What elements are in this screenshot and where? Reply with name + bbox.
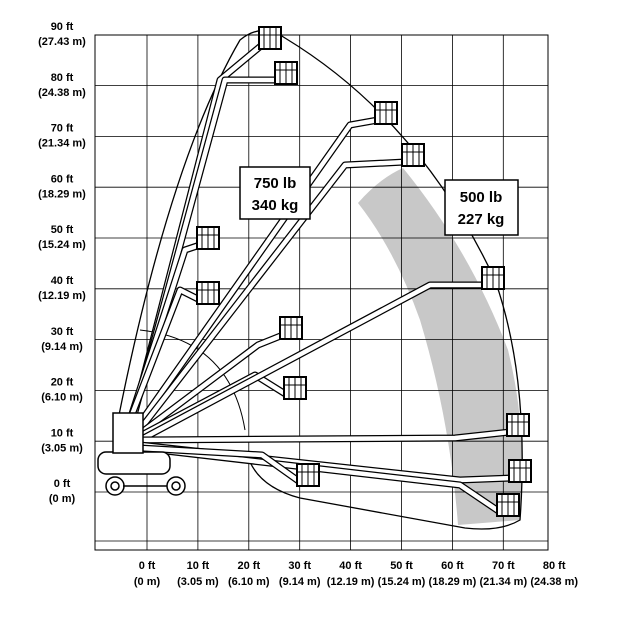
boom-inner (139, 445, 502, 514)
y-label-m: (15.24 m) (38, 239, 86, 251)
x-label-m: (15.24 m) (378, 576, 426, 588)
load-box (444, 179, 519, 236)
y-label-m: (6.10 m) (41, 392, 83, 404)
x-label-m: (12.19 m) (327, 576, 375, 588)
y-label-ft: 0 ft (54, 478, 71, 490)
load-kg: 340 kg (252, 197, 299, 214)
platform-rail (297, 464, 319, 486)
y-label-m: (27.43 m) (38, 36, 86, 48)
load-lb: 500 lb (460, 189, 503, 206)
platform-rail (509, 460, 531, 482)
y-label-ft: 30 ft (51, 326, 74, 338)
platform-rail (197, 282, 219, 304)
platform-rail (402, 144, 424, 166)
load-box (239, 166, 311, 220)
y-label-m: (3.05 m) (41, 442, 83, 454)
x-label-ft: 40 ft (339, 560, 362, 572)
y-label-ft: 10 ft (51, 427, 74, 439)
platform-rail (259, 27, 281, 49)
load-lb: 750 lb (254, 175, 297, 192)
y-label-ft: 70 ft (51, 123, 74, 135)
boom-inner (136, 159, 406, 434)
platform-rail (197, 227, 219, 249)
x-label-m: (3.05 m) (177, 576, 219, 588)
x-label-ft: 0 ft (139, 560, 156, 572)
x-label-ft: 60 ft (441, 560, 464, 572)
x-label-m: (0 m) (134, 576, 161, 588)
platform-rail (284, 377, 306, 399)
platform-rail (497, 494, 519, 516)
x-label-ft: 70 ft (492, 560, 515, 572)
y-label-m: (9.14 m) (41, 341, 83, 353)
y-label-m: (12.19 m) (38, 290, 86, 302)
y-label-m: (18.29 m) (38, 188, 86, 200)
x-label-m: (18.29 m) (429, 576, 477, 588)
platform-rail (275, 62, 297, 84)
x-label-m: (9.14 m) (279, 576, 321, 588)
boom-inner (127, 287, 202, 421)
x-label-ft: 50 ft (390, 560, 413, 572)
y-label-ft: 40 ft (51, 275, 74, 287)
platform-rail (507, 414, 529, 436)
x-label-ft: 10 ft (187, 560, 210, 572)
load-kg: 227 kg (458, 211, 505, 228)
machine (97, 412, 186, 496)
y-label-ft: 60 ft (51, 173, 74, 185)
boom-inner (133, 117, 379, 432)
y-label-m: (21.34 m) (38, 138, 86, 150)
y-label-ft: 80 ft (51, 72, 74, 84)
y-label-ft: 90 ft (51, 21, 74, 33)
y-label-m: (0 m) (49, 493, 76, 505)
platform-rail (482, 267, 504, 289)
x-label-ft: 20 ft (237, 560, 260, 572)
y-label-ft: 20 ft (51, 377, 74, 389)
boom-inner (139, 445, 302, 484)
boom-inner (139, 429, 511, 443)
x-label-ft: 80 ft (543, 560, 566, 572)
y-label-ft: 50 ft (51, 224, 74, 236)
y-label-m: (24.38 m) (38, 87, 86, 99)
x-label-m: (21.34 m) (479, 576, 527, 588)
grid-border (94, 34, 549, 551)
x-label-ft: 30 ft (288, 560, 311, 572)
boom-inner (138, 282, 485, 442)
x-label-m: (24.38 m) (530, 576, 578, 588)
x-label-m: (6.10 m) (228, 576, 270, 588)
platform-rail (375, 102, 397, 124)
booms (126, 26, 532, 517)
platform-rail (280, 317, 302, 339)
boom-inner (136, 332, 284, 437)
